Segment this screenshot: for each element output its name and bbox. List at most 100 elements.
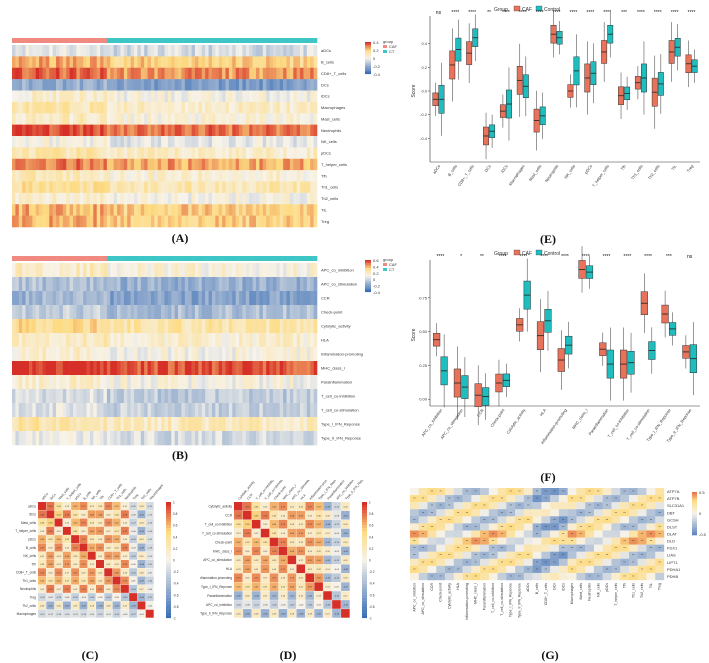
- heatB-cell: [28, 375, 33, 390]
- heatB-cell: [239, 361, 243, 376]
- heatA-cell: [83, 124, 87, 137]
- heatA-cell: [259, 90, 264, 103]
- heatG-cell: [646, 509, 656, 517]
- heatG-cell: [585, 544, 595, 552]
- heatA-cell: [188, 204, 192, 216]
- heatA-cell: [235, 45, 240, 57]
- heatG-sig: **: [483, 567, 486, 571]
- corrC-cell-value: -0.07: [147, 572, 153, 574]
- corrD-cell-value: -0.47: [343, 587, 349, 589]
- heatG-cell: [515, 558, 525, 567]
- heatB-cell: [76, 319, 81, 334]
- corrC-cell: [87, 609, 96, 618]
- heatG-sig: **: [475, 539, 478, 543]
- heatB-cell: [235, 361, 240, 376]
- heatA-cell: [79, 181, 84, 194]
- heatB-cell: [59, 291, 64, 306]
- heatA-cell: [256, 192, 260, 205]
- heatG-cell: [471, 502, 481, 510]
- corrD-row-label: APC_co_inhibition: [206, 603, 232, 607]
- heatB-cell: [52, 277, 57, 292]
- corrD-row-label: HLA: [226, 567, 233, 571]
- heatB-cell: [100, 375, 104, 390]
- heatB-cell: [313, 291, 318, 306]
- corrC-cell: [54, 510, 63, 519]
- heatA-cell: [130, 101, 135, 114]
- corrD-cell-value: -0.34: [325, 605, 331, 607]
- heatA-cell: [235, 215, 240, 228]
- heatG-cell: [418, 502, 428, 510]
- corrC-cell: [96, 518, 104, 527]
- boxE-legend-swatch-control: [535, 5, 543, 12]
- heatA-cell: [171, 158, 175, 171]
- heatA-cell: [56, 181, 60, 194]
- corrD-cell-value: 0.03: [335, 587, 340, 589]
- heatB-cell: [59, 333, 64, 348]
- heatB-cell: [269, 319, 274, 334]
- heatA-cell: [313, 56, 318, 69]
- heatG-sig: **: [597, 518, 600, 522]
- heatG-cell: [541, 558, 551, 567]
- heatA-cell: [56, 79, 60, 91]
- corrD-cell-value: -0.46: [334, 613, 340, 615]
- heatA-cell: [39, 136, 43, 148]
- corrD-cell-value: 0.25: [290, 542, 295, 544]
- heatB-cell: [245, 417, 250, 432]
- corrC-cell: [62, 584, 71, 593]
- heatB-cell: [310, 417, 314, 432]
- heatA-cell: [147, 170, 152, 182]
- corrD-cell: [287, 510, 297, 520]
- heatA-cell: [266, 136, 270, 148]
- corrC-cell-value: -0.19: [40, 614, 46, 616]
- heatG-cell: [646, 516, 656, 524]
- heatA-cell: [89, 170, 94, 182]
- heatB-cell: [28, 347, 33, 362]
- heatA-cell: [164, 192, 169, 205]
- corrD-cell-value: 0.19: [272, 569, 277, 571]
- heatA-cell: [215, 124, 220, 137]
- heatA-cell: [310, 101, 314, 114]
- boxE-y-tick-label: -0.2: [420, 112, 428, 117]
- heatA-cell: [103, 101, 108, 114]
- heatB-cell: [96, 417, 101, 432]
- heatB-cell: [134, 403, 138, 418]
- corrC-legend-tick: -0.6: [173, 593, 179, 597]
- heatA-legend-swatch: [365, 59, 371, 62]
- heatA-cell: [178, 147, 182, 160]
- corrC-cell-value: -0.13: [147, 514, 153, 516]
- heatA-cell: [300, 90, 304, 103]
- corrC-cell: [96, 535, 104, 544]
- heatA-cell: [35, 215, 40, 228]
- heatB-cell: [127, 375, 131, 390]
- heatA-cell: [117, 181, 121, 194]
- heatG-cell: [436, 516, 446, 524]
- heatB-group-cell: [52, 256, 57, 261]
- corrC-cell-value: 0.19: [98, 539, 103, 541]
- corrC-cell: [38, 510, 46, 519]
- heatB-cell: [106, 403, 111, 418]
- heatB-cell: [195, 417, 199, 432]
- corrC-cell-value: -0.46: [131, 605, 137, 607]
- corrC-legend-tick: 0.6: [173, 524, 178, 528]
- heatB-cell: [228, 431, 233, 446]
- corrC-cell: [79, 560, 88, 568]
- heatB-cell: [249, 347, 253, 362]
- corrC-cell-value: 0.21: [98, 523, 103, 525]
- heatA-cell: [42, 147, 47, 160]
- heatA-cell: [235, 90, 240, 103]
- heatA-cell: [293, 215, 297, 228]
- heatA-cell: [167, 215, 172, 228]
- corrC-cell: [137, 576, 146, 585]
- corrD-cell-value: 0.78: [263, 515, 268, 517]
- heatA-cell: [147, 56, 152, 69]
- heatA-cell: [266, 192, 270, 205]
- heatA-cell: [310, 113, 314, 125]
- heatA-cell: [228, 124, 233, 137]
- corrC-cell: [71, 543, 80, 552]
- heatA-legend-swatch: [365, 67, 371, 70]
- heatG-row-label: DLST: [667, 524, 678, 529]
- heatG-cell: [567, 523, 577, 531]
- heatB-group-cell: [49, 256, 53, 261]
- corrD-legend-swatch: [362, 510, 367, 514]
- heatG-legend-swatch: [692, 520, 697, 523]
